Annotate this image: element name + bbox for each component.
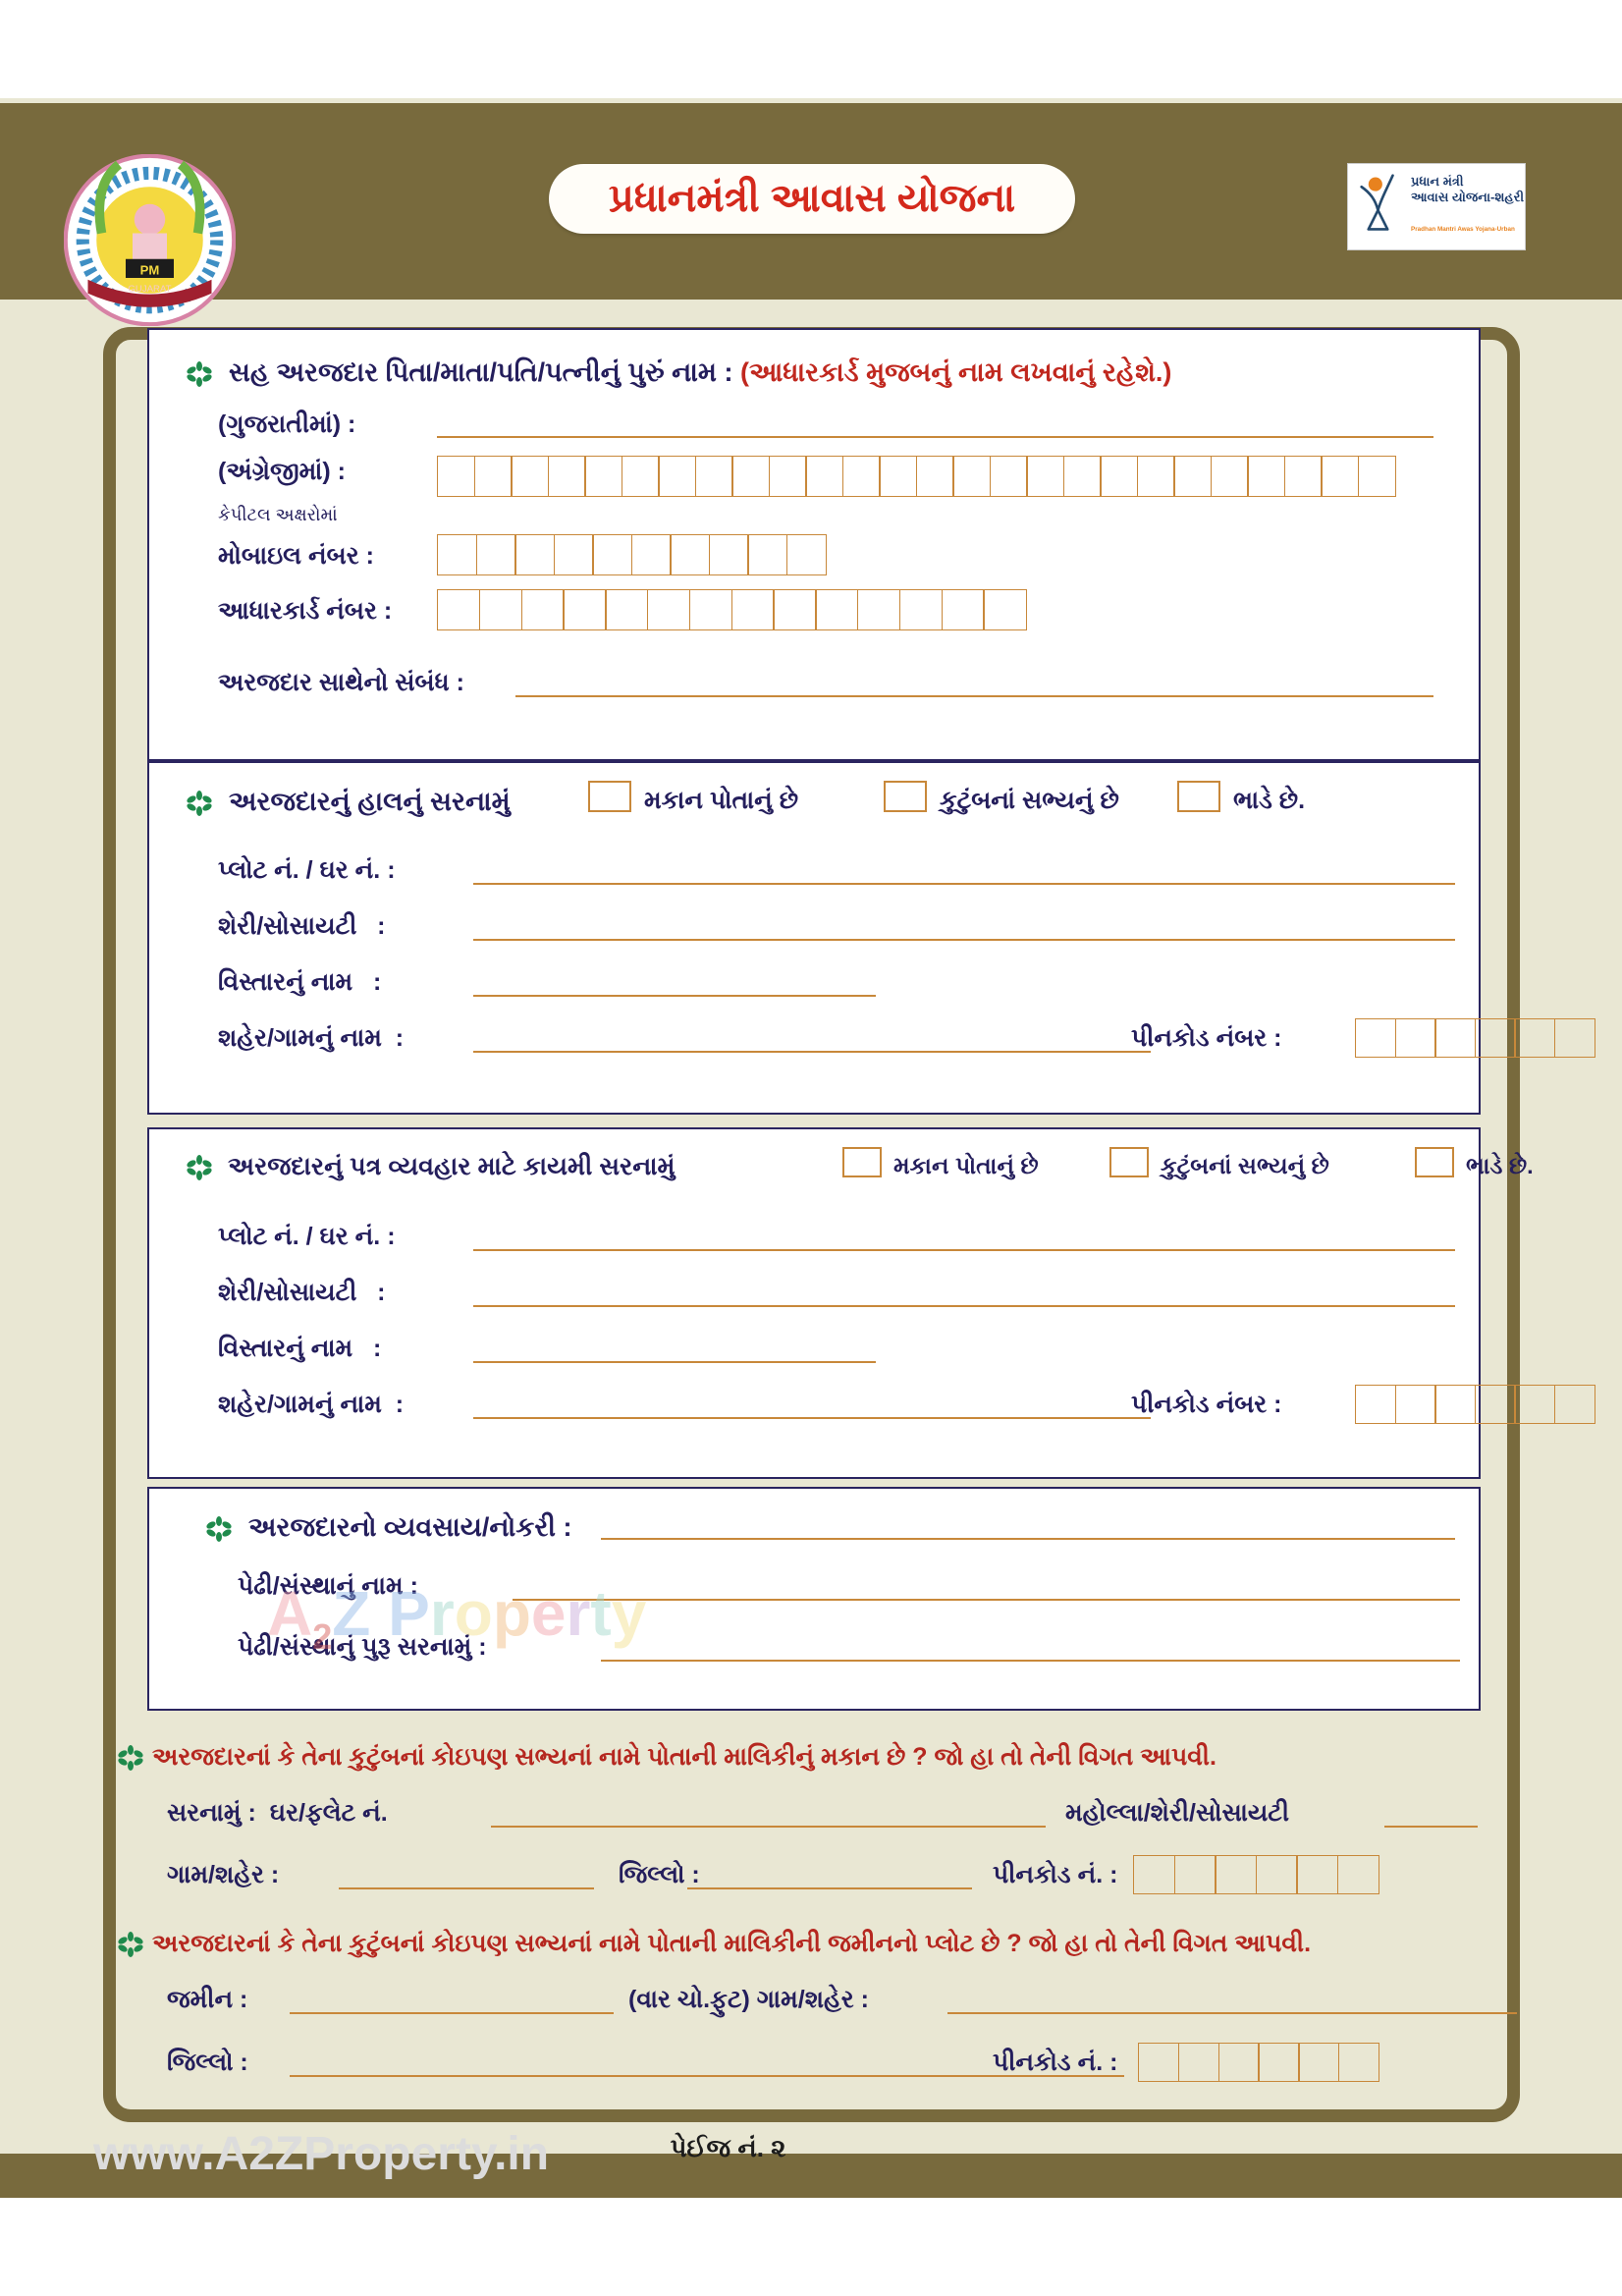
svg-text:PM: PM xyxy=(140,263,160,278)
svg-text:GUJARAT: GUJARAT xyxy=(128,284,171,295)
